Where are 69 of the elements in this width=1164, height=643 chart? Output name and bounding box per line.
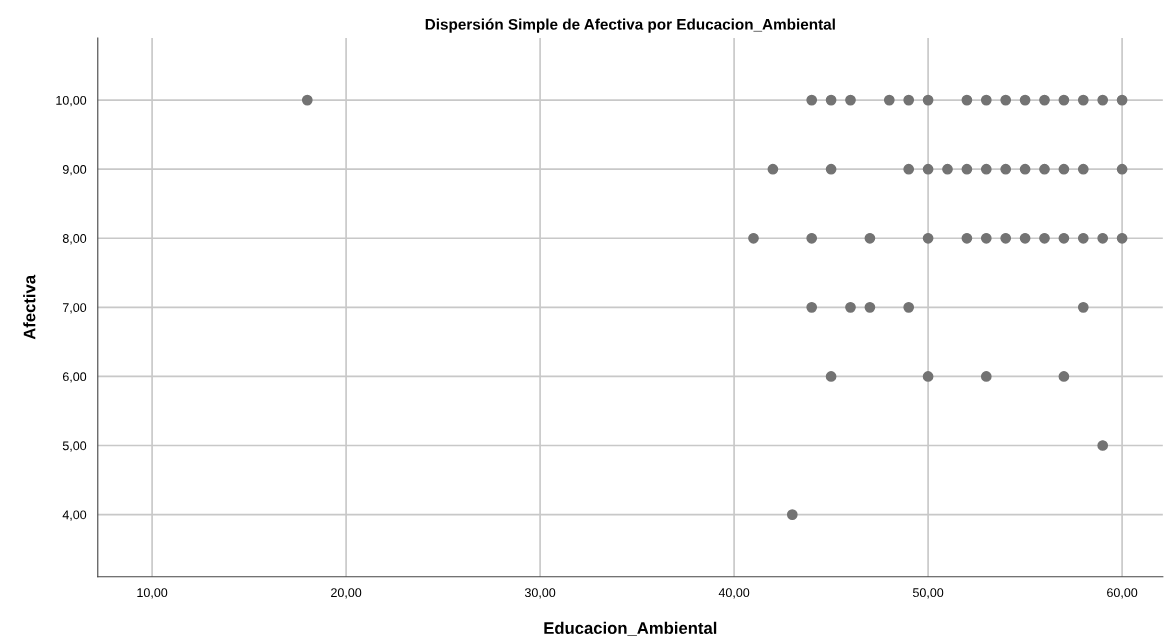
x-tick-label: 60,00 bbox=[1107, 588, 1138, 599]
y-tick-label: 4,00 bbox=[62, 510, 87, 521]
x-tick-label: 10,00 bbox=[137, 588, 168, 599]
y-tick-label: 8,00 bbox=[62, 234, 87, 245]
point bbox=[845, 94, 856, 106]
point bbox=[903, 94, 915, 106]
point bbox=[864, 302, 876, 313]
point bbox=[1077, 163, 1089, 175]
point bbox=[1019, 94, 1031, 106]
point bbox=[767, 163, 779, 175]
point bbox=[1019, 232, 1031, 244]
point bbox=[825, 371, 837, 382]
point bbox=[1058, 232, 1070, 244]
point bbox=[942, 163, 953, 175]
x-tick-label: 30,00 bbox=[524, 588, 556, 599]
point bbox=[748, 232, 759, 244]
point bbox=[825, 163, 837, 175]
point bbox=[922, 232, 934, 244]
point bbox=[1000, 232, 1012, 244]
point bbox=[864, 232, 876, 244]
point bbox=[961, 163, 973, 175]
point bbox=[1058, 163, 1070, 175]
point bbox=[922, 371, 934, 382]
point bbox=[961, 94, 973, 106]
point bbox=[1097, 94, 1109, 106]
point bbox=[806, 302, 818, 313]
point bbox=[1039, 94, 1050, 106]
y-tick-label: 10,00 bbox=[56, 95, 87, 107]
x-axis-title: Educacion_Ambiental bbox=[544, 621, 717, 636]
point bbox=[786, 509, 798, 520]
y-tick-label: 9,00 bbox=[62, 164, 87, 176]
point bbox=[980, 371, 992, 382]
point bbox=[903, 302, 915, 313]
point bbox=[806, 94, 818, 106]
y-tick-label: 5,00 bbox=[62, 441, 87, 452]
point bbox=[1058, 94, 1070, 106]
y-tick-label: 6,00 bbox=[62, 372, 87, 383]
point bbox=[825, 94, 837, 106]
point bbox=[845, 302, 856, 313]
y-axis-title: Afectiva bbox=[23, 274, 36, 340]
point bbox=[980, 163, 992, 175]
x-tick-label: 50,00 bbox=[912, 588, 944, 599]
point bbox=[883, 94, 895, 106]
point bbox=[1097, 232, 1109, 244]
point bbox=[922, 94, 934, 106]
point bbox=[903, 163, 915, 175]
point bbox=[806, 232, 818, 244]
point bbox=[980, 94, 992, 106]
point bbox=[961, 232, 973, 244]
point bbox=[1077, 94, 1089, 106]
y-tick-label: 7,00 bbox=[62, 303, 87, 314]
point bbox=[1039, 163, 1050, 175]
point bbox=[980, 232, 992, 244]
point bbox=[1058, 371, 1070, 382]
point bbox=[1116, 163, 1128, 175]
point bbox=[1077, 232, 1089, 244]
point bbox=[1019, 163, 1031, 175]
point bbox=[1077, 302, 1089, 313]
point bbox=[1039, 232, 1050, 244]
point bbox=[922, 163, 934, 175]
point bbox=[1000, 163, 1012, 175]
chart-title: Dispersión Simple de Afectiva por Educacion_Ambiental bbox=[425, 18, 835, 33]
point bbox=[1116, 232, 1128, 244]
point bbox=[1097, 440, 1109, 451]
point bbox=[1116, 94, 1128, 106]
x-tick-label: 20,00 bbox=[331, 588, 362, 599]
point bbox=[1000, 94, 1012, 106]
x-tick-label: 40,00 bbox=[718, 588, 750, 599]
point bbox=[301, 94, 313, 106]
